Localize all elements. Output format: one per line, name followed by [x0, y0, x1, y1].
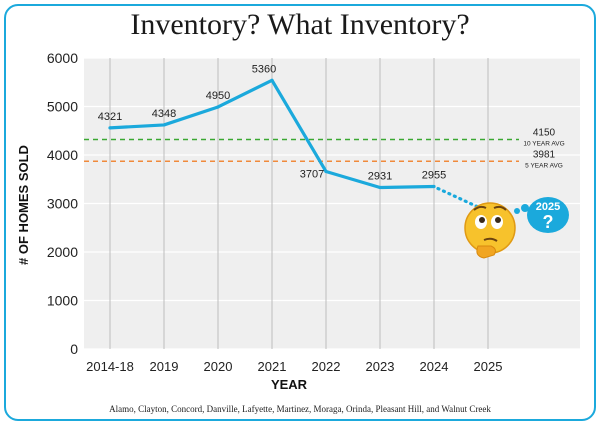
x-axis-title: YEAR	[271, 377, 308, 392]
data-label: 2955	[422, 170, 446, 182]
data-labels: 4321 4348 4950 5360 3707 2931 2955	[98, 63, 446, 182]
x-tick-label: 2020	[204, 359, 233, 374]
x-tick-label: 2021	[258, 359, 287, 374]
data-point	[162, 123, 166, 127]
reference-value-label: 4150	[533, 127, 556, 138]
x-tick-label: 2025	[474, 359, 503, 374]
x-tick-label: 2019	[150, 359, 179, 374]
data-point	[216, 105, 220, 109]
y-axis-title: # OF HOMES SOLD	[16, 145, 31, 265]
gridlines	[84, 57, 580, 350]
thinking-face-icon	[464, 202, 516, 259]
x-tick-label: 2023	[366, 359, 395, 374]
data-point	[108, 126, 112, 130]
y-tick-label: 2000	[47, 244, 78, 260]
data-label: 4348	[152, 108, 176, 120]
data-point	[432, 184, 436, 189]
reference-sublabel: 10 YEAR AVG	[523, 140, 564, 147]
footnote: Alamo, Clayton, Concord, Danville, Lafye…	[109, 404, 491, 414]
data-label: 3707	[300, 168, 324, 180]
y-tick-label: 1000	[47, 293, 78, 309]
bubble-question-mark: ?	[543, 212, 554, 232]
data-point	[324, 169, 328, 174]
data-label: 4950	[206, 90, 230, 102]
data-label: 4321	[98, 111, 122, 123]
x-tick-label: 2014-18	[86, 359, 134, 374]
data-label: 5360	[252, 63, 276, 75]
data-point	[270, 78, 274, 82]
y-tick-label: 6000	[47, 50, 78, 66]
reference-sublabel: 5 YEAR AVG	[525, 162, 563, 169]
series-line-group	[108, 78, 480, 209]
x-axis-tick-labels: 2014-18 2019 2020 2021 2022 2023 2024 2025	[86, 359, 502, 374]
bubble-year-label: 2025	[536, 201, 560, 213]
y-tick-label: 3000	[47, 196, 78, 212]
y-axis-tick-labels: 0 1000 2000 3000 4000 5000 6000	[47, 50, 78, 357]
y-tick-label: 5000	[47, 99, 78, 115]
y-tick-label: 0	[70, 341, 78, 357]
x-tick-label: 2024	[420, 359, 449, 374]
x-tick-label: 2022	[312, 359, 341, 374]
y-tick-label: 4000	[47, 147, 78, 163]
reference-lines: 4150 10 YEAR AVG 3981 5 YEAR AVG	[84, 127, 565, 169]
year-bubble: 2025 ?	[514, 197, 569, 233]
reference-value-label: 3981	[533, 149, 556, 160]
chart-title: Inventory? What Inventory?	[130, 8, 470, 41]
projection-line	[436, 186, 480, 209]
data-point	[378, 185, 382, 190]
data-label: 2931	[368, 170, 392, 182]
